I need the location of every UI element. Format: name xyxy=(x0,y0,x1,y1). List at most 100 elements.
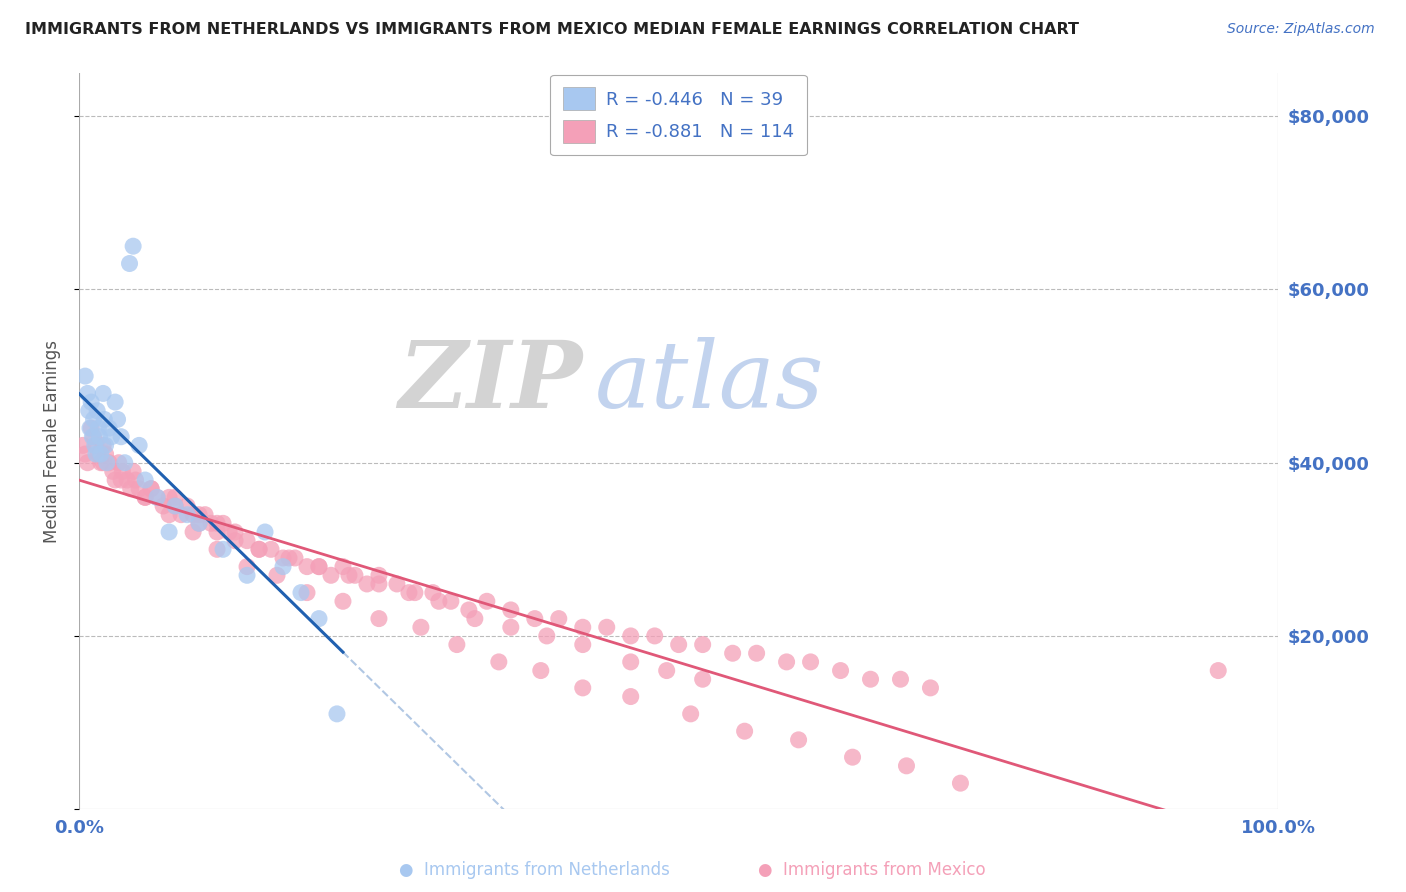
Point xyxy=(830,664,852,678)
Point xyxy=(157,524,180,539)
Point xyxy=(620,629,643,643)
Point xyxy=(721,646,744,660)
Point xyxy=(82,430,104,444)
Point xyxy=(896,759,918,773)
Point xyxy=(134,491,156,505)
Point xyxy=(644,629,666,643)
Text: ●  Immigrants from Netherlands: ● Immigrants from Netherlands xyxy=(399,861,669,879)
Point xyxy=(75,447,97,461)
Point xyxy=(920,681,942,695)
Point xyxy=(404,585,426,599)
Point xyxy=(440,594,463,608)
Point xyxy=(181,508,204,522)
Point xyxy=(212,542,235,557)
Point xyxy=(368,612,391,626)
Point xyxy=(87,447,110,461)
Point xyxy=(692,638,714,652)
Point xyxy=(84,438,107,452)
Point xyxy=(84,447,107,461)
Point xyxy=(1206,664,1229,678)
Point xyxy=(104,395,127,409)
Point xyxy=(124,473,146,487)
Point xyxy=(308,612,330,626)
Point xyxy=(464,612,486,626)
Point xyxy=(89,430,111,444)
Point xyxy=(295,559,318,574)
Point xyxy=(841,750,863,764)
Point xyxy=(139,482,162,496)
Point xyxy=(547,612,569,626)
Point xyxy=(165,499,187,513)
Point xyxy=(212,516,235,531)
Point xyxy=(91,438,114,452)
Point xyxy=(620,655,643,669)
Point xyxy=(110,473,132,487)
Point xyxy=(98,456,121,470)
Point xyxy=(679,706,702,721)
Point xyxy=(499,603,522,617)
Point xyxy=(181,524,204,539)
Text: Source: ZipAtlas.com: Source: ZipAtlas.com xyxy=(1227,22,1375,37)
Y-axis label: Median Female Earnings: Median Female Earnings xyxy=(44,340,60,542)
Point xyxy=(90,447,112,461)
Point xyxy=(170,508,193,522)
Point xyxy=(224,533,246,548)
Point xyxy=(91,456,114,470)
Point xyxy=(93,412,115,426)
Point xyxy=(83,412,105,426)
Point xyxy=(157,491,180,505)
Point xyxy=(188,508,211,522)
Point xyxy=(337,568,360,582)
Point xyxy=(224,524,246,539)
Point xyxy=(128,482,150,496)
Point xyxy=(787,732,810,747)
Point xyxy=(165,499,187,513)
Point xyxy=(157,508,180,522)
Point xyxy=(114,456,136,470)
Point xyxy=(247,542,270,557)
Point xyxy=(253,524,276,539)
Point xyxy=(134,491,156,505)
Point xyxy=(536,629,558,643)
Point xyxy=(385,577,408,591)
Point xyxy=(115,473,138,487)
Point xyxy=(949,776,972,790)
Point xyxy=(218,524,240,539)
Point xyxy=(128,438,150,452)
Point xyxy=(165,491,187,505)
Point xyxy=(98,421,121,435)
Point xyxy=(91,386,114,401)
Point xyxy=(76,456,98,470)
Point xyxy=(188,516,211,531)
Text: atlas: atlas xyxy=(595,337,824,427)
Point xyxy=(457,603,479,617)
Point xyxy=(104,473,127,487)
Point xyxy=(122,464,145,478)
Point xyxy=(72,438,94,452)
Point xyxy=(139,482,162,496)
Point xyxy=(188,516,211,531)
Point xyxy=(409,620,432,634)
Point xyxy=(475,594,498,608)
Point xyxy=(205,524,228,539)
Point xyxy=(205,542,228,557)
Point xyxy=(368,577,391,591)
Point xyxy=(76,386,98,401)
Point xyxy=(427,594,450,608)
Point xyxy=(83,438,105,452)
Point xyxy=(368,568,391,582)
Point xyxy=(236,533,259,548)
Point xyxy=(134,473,156,487)
Point xyxy=(83,430,105,444)
Point xyxy=(499,620,522,634)
Point xyxy=(86,403,108,417)
Point xyxy=(94,447,117,461)
Point xyxy=(734,724,756,739)
Point xyxy=(152,499,174,513)
Point xyxy=(120,482,142,496)
Point xyxy=(205,516,228,531)
Text: IMMIGRANTS FROM NETHERLANDS VS IMMIGRANTS FROM MEXICO MEDIAN FEMALE EARNINGS COR: IMMIGRANTS FROM NETHERLANDS VS IMMIGRANT… xyxy=(25,22,1080,37)
Point xyxy=(326,706,349,721)
Point xyxy=(80,421,103,435)
Point xyxy=(398,585,420,599)
